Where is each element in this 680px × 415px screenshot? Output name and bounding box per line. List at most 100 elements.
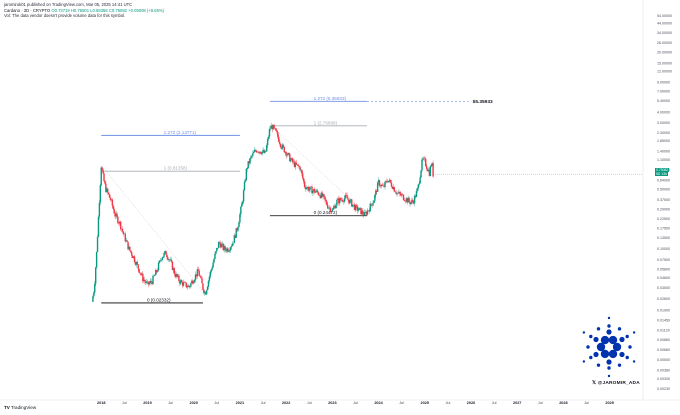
- candle: [347, 195, 349, 202]
- candle-body: [427, 169, 430, 172]
- candle-body: [141, 273, 143, 275]
- candle: [164, 250, 166, 255]
- logo-dot: [617, 327, 622, 331]
- candle: [297, 163, 299, 169]
- candle: [231, 241, 234, 247]
- candle-body: [293, 161, 296, 168]
- candle: [97, 215, 100, 238]
- candle: [172, 266, 175, 273]
- candle: [168, 258, 170, 262]
- tradingview-brand[interactable]: TVTradingView: [4, 405, 36, 410]
- candle: [314, 190, 317, 193]
- candle-body: [251, 155, 253, 157]
- time-tick-label: 2020: [189, 401, 197, 405]
- candle-body: [216, 247, 218, 252]
- candle-body: [349, 199, 351, 204]
- candle: [272, 124, 274, 130]
- candle: [291, 157, 294, 165]
- candle: [299, 165, 301, 172]
- candle-body: [94, 283, 96, 293]
- candle: [383, 183, 385, 188]
- candle: [211, 265, 213, 271]
- candle: [245, 167, 248, 182]
- candle-body: [321, 192, 323, 197]
- candle: [204, 291, 207, 295]
- candle-body: [362, 210, 364, 215]
- candle: [385, 179, 387, 184]
- candle: [237, 226, 239, 232]
- candle-body: [358, 207, 360, 211]
- candle: [255, 149, 258, 153]
- candle-body: [192, 281, 195, 284]
- candle-body: [244, 180, 247, 182]
- candle-body: [219, 242, 222, 248]
- candle-body: [370, 203, 372, 205]
- candle: [271, 124, 273, 133]
- price-tick-label: 0.00660: [657, 348, 670, 352]
- candle-body: [415, 191, 418, 198]
- candle-body: [209, 271, 212, 277]
- chart-header: jaromiruk01 published on TradingView.com…: [4, 2, 164, 19]
- candle: [390, 180, 393, 188]
- candle: [180, 278, 182, 286]
- fib-extension-levels: 1.272 (2.13771) 1 (0.81358) 0 (0.02332) 1.2…: [101, 96, 493, 304]
- candle-body: [262, 150, 264, 152]
- candle: [115, 210, 117, 220]
- candle-body: [329, 207, 332, 213]
- candle: [340, 197, 343, 202]
- candle: [241, 201, 243, 207]
- candle: [241, 200, 244, 206]
- price-tick-label: 0.01900: [657, 309, 670, 313]
- price-tick-label: 0.04600: [657, 276, 670, 280]
- time-tick-label: Jul: [168, 401, 173, 405]
- candle: [250, 154, 252, 161]
- candle: [233, 233, 236, 244]
- logo-dot: [582, 331, 586, 334]
- candle-body: [162, 256, 164, 258]
- candle-body: [332, 207, 334, 210]
- symbol-line[interactable]: Cardano · 3D · CRYPTO: [4, 7, 51, 13]
- candle-body: [425, 166, 428, 169]
- candle-body: [143, 279, 146, 282]
- candle-body: [368, 210, 371, 212]
- candle-body: [348, 199, 350, 204]
- candle: [376, 189, 378, 195]
- candle-body: [242, 190, 245, 202]
- candle: [213, 257, 215, 264]
- candle-body: [129, 246, 131, 251]
- candle: [400, 192, 403, 198]
- candle: [263, 148, 265, 154]
- candle: [190, 282, 192, 289]
- logo-dot: [589, 355, 593, 360]
- candle: [221, 241, 224, 247]
- candle: [113, 206, 115, 214]
- candle-body: [253, 152, 255, 154]
- logo-dot: [625, 355, 629, 360]
- candle-body: [161, 257, 163, 260]
- candle-body: [278, 141, 281, 144]
- time-tick-label: 2023: [328, 401, 336, 405]
- price-tick-label: 0.50000: [657, 187, 670, 191]
- candle: [162, 256, 164, 259]
- candle: [373, 200, 375, 203]
- candle-body: [180, 280, 183, 282]
- candle: [151, 281, 153, 286]
- candle-body: [267, 136, 270, 140]
- candle: [196, 266, 199, 279]
- candle-body: [135, 262, 138, 265]
- candle-body: [160, 259, 163, 261]
- candle: [362, 208, 364, 217]
- candle-body: [339, 198, 342, 201]
- candle: [292, 159, 295, 165]
- candle-body: [390, 182, 393, 187]
- candle-body: [395, 192, 397, 194]
- candle-body: [99, 185, 102, 203]
- candle: [112, 204, 114, 210]
- candle-body: [128, 246, 130, 250]
- fib-level-label: 1 (0.81358): [164, 166, 188, 171]
- price-tick-label: 0.00380: [657, 368, 670, 372]
- candle-body: [182, 282, 185, 286]
- candle: [369, 201, 371, 212]
- candle-body: [325, 199, 327, 202]
